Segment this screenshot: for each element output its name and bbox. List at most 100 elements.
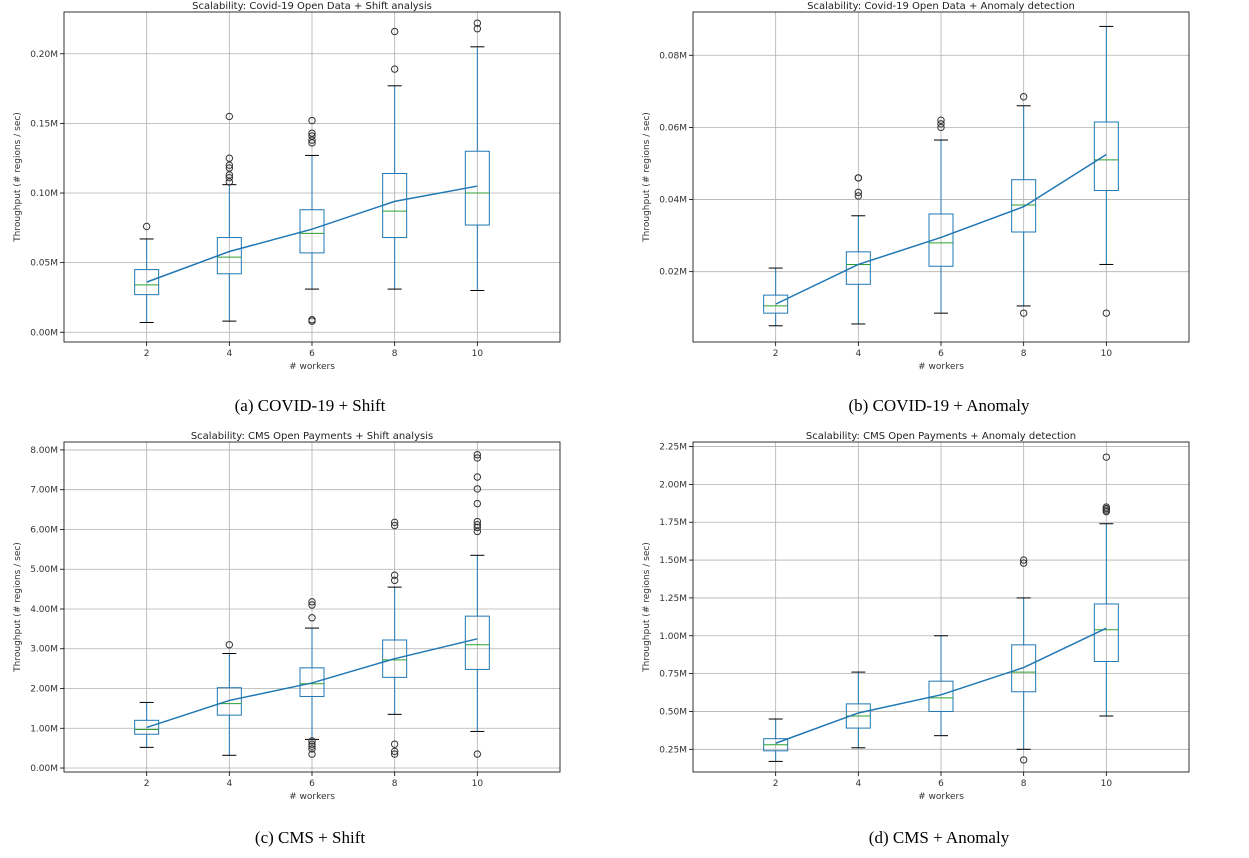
y-tick-label: 3.00M (30, 645, 58, 655)
y-tick-label: 5.00M (30, 565, 58, 575)
box-iqr (216, 687, 242, 716)
outlier-point (390, 518, 399, 527)
box-iqr (134, 269, 160, 296)
outlier-point (225, 641, 234, 649)
y-tick-label: 7.00M (30, 486, 58, 496)
outlier-point (225, 154, 234, 162)
outlier-point (390, 571, 399, 579)
caption-b: (b) COVID-19 + Anomaly (848, 396, 1030, 415)
outlier-point (390, 27, 399, 36)
trend-line (775, 627, 1107, 744)
outlier-point (854, 188, 863, 197)
outlier-point (308, 740, 316, 748)
outlier-point (225, 173, 234, 182)
outlier-point (1019, 556, 1028, 564)
outlier-point (308, 737, 316, 745)
box-iqr (928, 213, 954, 267)
x-tick-label: 2 (144, 779, 150, 789)
trend-line (146, 185, 478, 283)
y-tick-label: 0.10M (30, 189, 58, 199)
outlier-point (854, 192, 863, 200)
box-iqr (134, 719, 160, 735)
y-tick-label: 0.20M (30, 50, 58, 60)
y-tick-label: 2.25M (659, 443, 687, 453)
outlier-point (473, 517, 482, 526)
outlier-point (473, 451, 482, 459)
outlier-point (308, 742, 316, 750)
chart-svg-d: 0.25M 0.50M 0.75M 1.00M 1.25M 1.50M 1.75M 2.00M… (642, 431, 1190, 802)
y-tick-label: 8.00M (30, 446, 58, 456)
outlier-point (473, 473, 482, 481)
y-axis-label: Throughput (# regions / sec) (642, 542, 652, 673)
trend-line (146, 638, 478, 729)
outlier-point (308, 750, 316, 758)
outlier-point (308, 136, 316, 144)
x-tick-label: 10 (1101, 779, 1113, 789)
chart-panel-a: 0.00M 0.05M 0.10M 0.15M 0.20M 2 4 6 8 10 Scalabili… (0, 0, 620, 428)
y-tick-label: 1.75M (659, 518, 687, 528)
outlier-point (225, 164, 234, 172)
x-tick-label: 6 (938, 349, 944, 359)
chart-panel-c: 0.00M 1.00M 2.00M 3.00M 4.00M 5.00M 6.00M 7.00M… (0, 430, 620, 858)
x-tick-label: 2 (144, 349, 150, 359)
y-tick-label: 0.00M (30, 328, 58, 338)
y-tick-label: 0.04M (659, 196, 687, 206)
caption-a: (a) COVID-19 + Shift (234, 396, 386, 415)
x-tick-label: 4 (855, 349, 861, 359)
y-tick-label: 0.00M (30, 764, 58, 774)
outlier-point (390, 747, 399, 756)
outlier-point (473, 25, 482, 33)
y-tick-label: 6.00M (30, 525, 58, 535)
chart-svg-c: 0.00M 1.00M 2.00M 3.00M 4.00M 5.00M 6.00M 7.00M… (13, 431, 561, 802)
box-iqr (1011, 644, 1037, 693)
x-tick-label: 8 (1021, 349, 1027, 359)
box-iqr (1011, 179, 1037, 233)
y-tick-label: 0.25M (659, 745, 687, 755)
x-tick-label: 8 (392, 349, 398, 359)
outlier-point (308, 598, 316, 606)
y-tick-label: 0.08M (659, 51, 687, 61)
x-tick-label: 10 (1101, 349, 1113, 359)
outlier-point (937, 120, 945, 128)
outlier-point (308, 745, 316, 753)
y-axis-label: Throughput (# regions / sec) (13, 542, 23, 673)
outlier-point (390, 750, 399, 758)
box-iqr (1093, 603, 1119, 662)
y-axis-label: Throughput (# regions / sec) (642, 112, 652, 243)
box-iqr (382, 639, 408, 678)
box-iqr (845, 251, 871, 285)
x-tick-label: 10 (472, 349, 484, 359)
outlier-point (308, 316, 316, 324)
x-axis-label: # workers (289, 792, 335, 802)
chart-panel-b: 0.02M 0.04M 0.06M 0.08M 2 4 6 8 10 Scalability: C… (629, 0, 1249, 428)
trend-line (775, 153, 1107, 305)
box-iqr (928, 680, 954, 712)
x-tick-label: 6 (938, 779, 944, 789)
box-iqr (299, 209, 325, 254)
y-tick-label: 0.50M (659, 707, 687, 717)
outlier-point (473, 750, 482, 758)
x-tick-label: 4 (226, 349, 232, 359)
y-tick-label: 1.50M (659, 556, 687, 566)
outlier-point (308, 116, 316, 125)
outlier-point (225, 112, 234, 121)
x-tick-label: 2 (773, 349, 779, 359)
x-axis-label: # workers (918, 792, 964, 802)
outlier-point (142, 222, 151, 231)
outlier-point (390, 65, 399, 73)
x-axis-label: # workers (289, 362, 335, 372)
x-tick-label: 6 (309, 349, 315, 359)
chart-svg-a: 0.00M 0.05M 0.10M 0.15M 0.20M 2 4 6 8 10 Scalabili… (13, 1, 561, 372)
outlier-point (1019, 93, 1028, 101)
caption-d: (d) CMS + Anomaly (868, 828, 1010, 847)
box-iqr (464, 615, 490, 670)
x-tick-label: 4 (226, 779, 232, 789)
outlier-point (225, 178, 234, 186)
y-tick-label: 0.02M (659, 268, 687, 278)
outlier-point (1019, 309, 1028, 317)
y-axis-label: Throughput (# regions / sec) (13, 112, 23, 243)
outlier-point (473, 520, 482, 529)
outlier-point (308, 139, 316, 147)
y-tick-label: 4.00M (30, 605, 58, 615)
box-iqr (763, 294, 789, 314)
